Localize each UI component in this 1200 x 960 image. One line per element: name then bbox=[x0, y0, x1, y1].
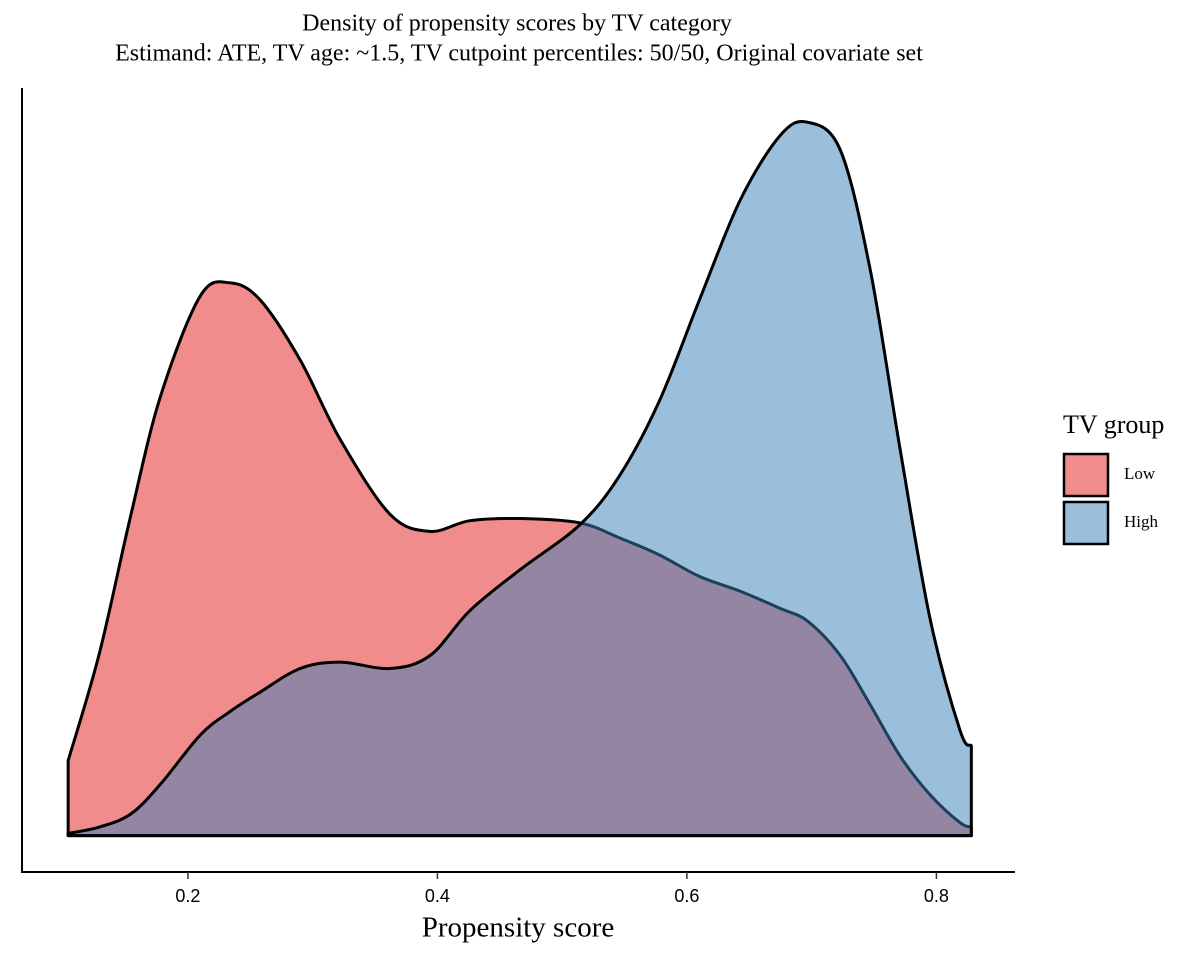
legend-key bbox=[1062, 500, 1110, 546]
x-tick-label: 0.6 bbox=[674, 886, 699, 906]
chart-title: Density of propensity scores by TV categ… bbox=[302, 11, 732, 37]
legend-label: High bbox=[1124, 512, 1159, 531]
x-tick-label: 0.8 bbox=[924, 886, 949, 906]
legend-key bbox=[1062, 452, 1110, 498]
density-area bbox=[66, 119, 973, 838]
x-axis-label: Propensity score bbox=[422, 912, 615, 944]
x-tick-label: 0.2 bbox=[175, 886, 200, 906]
plot-area bbox=[66, 119, 973, 838]
legend-title: TV group bbox=[1063, 410, 1164, 439]
x-tick-label: 0.4 bbox=[425, 886, 450, 906]
chart-subtitle: Estimand: ATE, TV age: ~1.5, TV cutpoint… bbox=[115, 41, 923, 67]
legend: TV group Low High bbox=[1062, 410, 1164, 546]
legend-label: Low bbox=[1124, 464, 1156, 483]
